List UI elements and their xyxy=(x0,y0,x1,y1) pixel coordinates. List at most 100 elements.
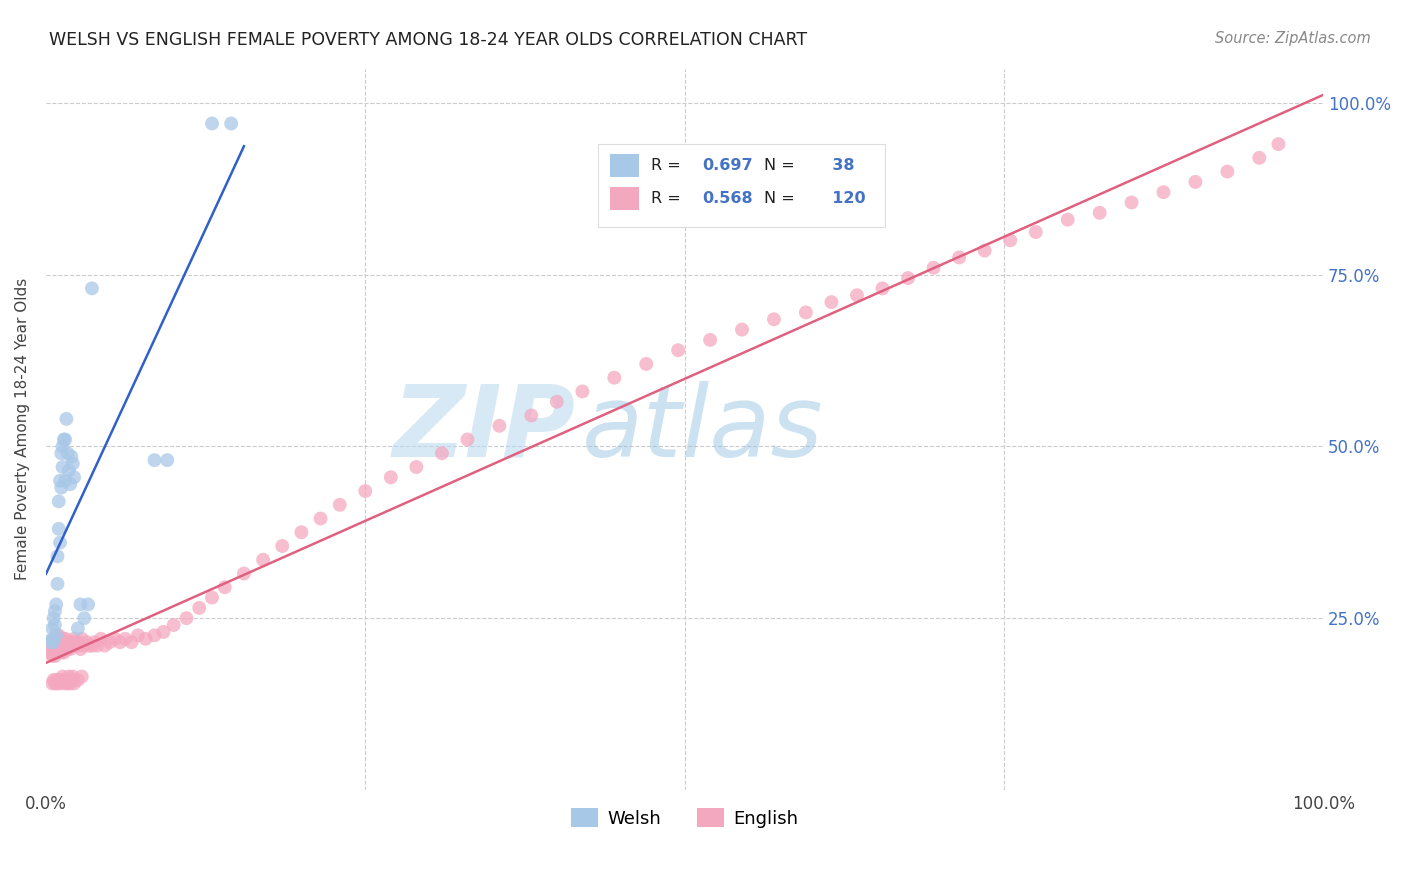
Point xyxy=(90,632,112,646)
Point xyxy=(56,642,79,657)
Point xyxy=(60,450,83,464)
Point xyxy=(51,635,73,649)
Point xyxy=(52,460,75,475)
Point xyxy=(520,409,543,423)
Point xyxy=(290,525,312,540)
Point xyxy=(53,433,76,447)
Point xyxy=(488,418,510,433)
Point xyxy=(52,673,75,687)
Point xyxy=(65,635,87,649)
Point xyxy=(55,639,77,653)
Point xyxy=(53,632,76,646)
Point xyxy=(699,333,721,347)
Text: N =: N = xyxy=(763,159,800,173)
Point xyxy=(163,618,186,632)
Point xyxy=(49,474,72,488)
Point xyxy=(48,522,70,536)
Text: WELSH VS ENGLISH FEMALE POVERTY AMONG 18-24 YEAR OLDS CORRELATION CHART: WELSH VS ENGLISH FEMALE POVERTY AMONG 18… xyxy=(49,31,807,49)
Point xyxy=(603,370,626,384)
Point xyxy=(51,646,73,660)
Point xyxy=(52,632,75,646)
Text: Source: ZipAtlas.com: Source: ZipAtlas.com xyxy=(1215,31,1371,46)
Point xyxy=(546,394,568,409)
Point xyxy=(252,553,274,567)
Point xyxy=(42,673,65,687)
Point xyxy=(143,453,166,467)
Text: 0.697: 0.697 xyxy=(703,159,754,173)
Point xyxy=(45,646,67,660)
Point xyxy=(58,669,80,683)
Point xyxy=(53,474,76,488)
Point xyxy=(60,635,83,649)
Point xyxy=(70,632,93,646)
Point xyxy=(59,477,82,491)
Point xyxy=(232,566,254,581)
Text: N =: N = xyxy=(763,191,800,206)
Point xyxy=(46,635,69,649)
Point xyxy=(380,470,402,484)
Point xyxy=(794,305,817,319)
Point xyxy=(53,676,76,690)
Point xyxy=(44,618,66,632)
Point xyxy=(42,646,65,660)
Point xyxy=(38,646,60,660)
Point xyxy=(44,635,66,649)
Point xyxy=(1056,212,1078,227)
Point xyxy=(56,676,79,690)
Text: ZIP: ZIP xyxy=(394,381,576,478)
Point xyxy=(152,624,174,639)
Point xyxy=(42,632,65,646)
Point xyxy=(70,669,93,683)
Point xyxy=(48,494,70,508)
Point xyxy=(430,446,453,460)
Point xyxy=(762,312,785,326)
Point xyxy=(1267,137,1289,152)
Point xyxy=(98,635,121,649)
Point xyxy=(46,676,69,690)
Point xyxy=(52,642,75,657)
Point xyxy=(41,648,63,663)
Point xyxy=(571,384,593,399)
Point xyxy=(973,244,995,258)
Point xyxy=(79,639,101,653)
Point xyxy=(77,598,100,612)
Point xyxy=(104,632,127,646)
Point xyxy=(329,498,352,512)
Point xyxy=(51,673,73,687)
Point xyxy=(52,635,75,649)
Point xyxy=(44,676,66,690)
Point xyxy=(93,639,115,653)
Point xyxy=(46,576,69,591)
Point xyxy=(846,288,869,302)
Text: 0.568: 0.568 xyxy=(703,191,754,206)
Point xyxy=(948,251,970,265)
Text: 38: 38 xyxy=(821,159,855,173)
Point xyxy=(49,535,72,549)
Point xyxy=(143,628,166,642)
Point xyxy=(45,598,67,612)
Point xyxy=(69,642,91,657)
Point xyxy=(41,632,63,646)
Point xyxy=(73,639,96,653)
Point xyxy=(52,433,75,447)
Point xyxy=(62,669,84,683)
Point xyxy=(63,470,86,484)
Point xyxy=(60,673,83,687)
Point xyxy=(65,639,87,653)
Point xyxy=(80,639,103,653)
Point xyxy=(59,676,82,690)
Point xyxy=(83,635,105,649)
Point xyxy=(53,642,76,657)
Point xyxy=(73,611,96,625)
Point xyxy=(49,642,72,657)
Point xyxy=(1088,206,1111,220)
Point xyxy=(48,646,70,660)
Point xyxy=(354,484,377,499)
Point xyxy=(45,628,67,642)
Point xyxy=(55,673,77,687)
Point xyxy=(41,676,63,690)
Y-axis label: Female Poverty Among 18-24 Year Olds: Female Poverty Among 18-24 Year Olds xyxy=(15,278,30,581)
Point xyxy=(41,622,63,636)
Point xyxy=(872,281,894,295)
Point xyxy=(59,642,82,657)
